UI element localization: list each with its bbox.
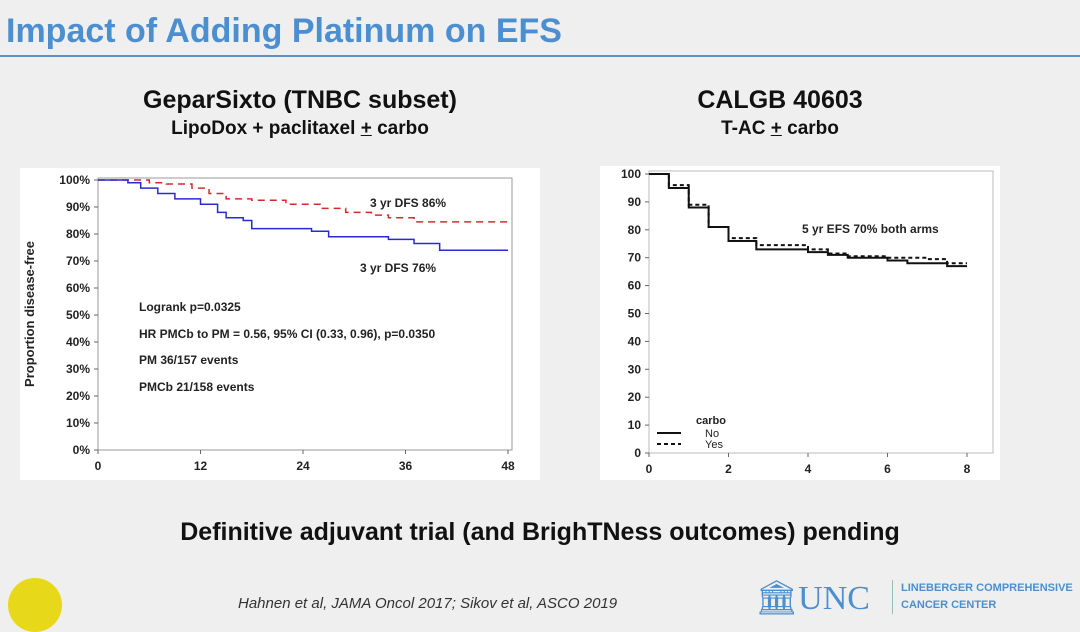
y-tick-label: 10% xyxy=(66,416,90,430)
annotation-dfs-86: 3 yr DFS 86% xyxy=(370,196,446,210)
citation: Hahnen et al, JAMA Oncol 2017; Sikov et … xyxy=(238,595,618,612)
x-tick-label: 0 xyxy=(95,459,102,473)
annotation-pm-events: PM 36/157 events xyxy=(139,353,239,367)
x-tick-label: 48 xyxy=(501,459,515,473)
annotation-efs: 5 yr EFS 70% both arms xyxy=(802,222,939,236)
subtitle-part: T-AC xyxy=(721,118,771,139)
y-tick-label: 100% xyxy=(59,173,90,187)
slide-title: Impact of Adding Platinum on EFS xyxy=(6,12,562,50)
annotation-pmcb-events: PMCb 21/158 events xyxy=(139,380,255,394)
y-tick-label: 100 xyxy=(621,167,641,181)
y-tick-label: 80 xyxy=(628,223,642,237)
annotation-logrank: Logrank p=0.0325 xyxy=(139,300,241,314)
lineberger-logo: LINEBERGER COMPREHENSIVE CANCER CENTER xyxy=(892,580,1073,614)
series-yes-line xyxy=(649,173,967,265)
y-tick-label: 70% xyxy=(66,254,90,268)
y-tick-label: 80% xyxy=(66,227,90,241)
logo-sub1: LINEBERGER COMPREHENSIVE xyxy=(901,582,1073,594)
logo-text: UNC xyxy=(798,580,870,617)
y-tick-label: 0% xyxy=(73,443,91,457)
chart2-title: CALGB 40603 xyxy=(697,86,863,114)
y-tick-label: 30% xyxy=(66,362,90,376)
y-tick-label: 90% xyxy=(66,200,90,214)
subtitle-part: LipoDox + paclitaxel xyxy=(171,118,361,139)
chart1-subtitle: LipoDox + paclitaxel + carbo xyxy=(60,118,540,140)
legend-yes-label: Yes xyxy=(705,439,723,451)
legend-title: carbo xyxy=(696,415,726,427)
x-tick-label: 36 xyxy=(399,459,413,473)
y-tick-label: 90 xyxy=(628,195,642,209)
subtitle-part: carbo xyxy=(781,118,839,139)
annotation-dfs-76: 3 yr DFS 76% xyxy=(360,261,436,275)
series-pm-line xyxy=(98,179,508,251)
x-tick-label: 6 xyxy=(884,462,891,476)
y-tick-label: 40 xyxy=(628,334,642,348)
y-tick-label: 40% xyxy=(66,335,90,349)
x-tick-label: 8 xyxy=(964,462,971,476)
y-tick-label: 50 xyxy=(628,307,642,321)
footer-statement: Definitive adjuvant trial (and BrighTNes… xyxy=(180,518,900,546)
unc-logo: 🏛UNC xyxy=(755,580,870,617)
chart2-background xyxy=(600,166,1000,480)
y-tick-label: 50% xyxy=(66,308,90,322)
chart1-frame xyxy=(97,177,513,451)
series-pmcb-line xyxy=(98,179,508,223)
logo-sub2: CANCER CENTER xyxy=(901,599,997,611)
subtitle-part: carbo xyxy=(371,118,429,139)
cursor-highlight xyxy=(8,578,62,632)
chart1-background xyxy=(20,168,540,480)
y-tick-label: 60 xyxy=(628,279,642,293)
annotation-hr: HR PMCb to PM = 0.56, 95% CI (0.33, 0.96… xyxy=(139,327,435,341)
legend-no-label: No xyxy=(705,428,719,440)
x-tick-label: 24 xyxy=(296,459,310,473)
y-tick-label: 30 xyxy=(628,362,642,376)
subtitle-plusminus: + xyxy=(770,118,782,139)
chart1-title: GeparSixto (TNBC subset) xyxy=(143,86,457,114)
x-tick-label: 4 xyxy=(805,462,812,476)
y-tick-label: 70 xyxy=(628,251,642,265)
y-tick-label: 0 xyxy=(634,446,641,460)
x-tick-label: 0 xyxy=(646,462,653,476)
y-tick-label: 10 xyxy=(628,418,642,432)
chart1-ylabel: Proportion disease-free xyxy=(22,241,37,387)
x-tick-label: 12 xyxy=(194,459,208,473)
subtitle-plusminus: + xyxy=(360,118,372,139)
chart2-frame xyxy=(648,170,994,454)
x-tick-label: 2 xyxy=(725,462,732,476)
title-divider xyxy=(0,55,1080,57)
y-tick-label: 60% xyxy=(66,281,90,295)
y-tick-label: 20% xyxy=(66,389,90,403)
chart2-subtitle: T-AC + carbo xyxy=(590,118,970,140)
y-tick-label: 20 xyxy=(628,390,642,404)
